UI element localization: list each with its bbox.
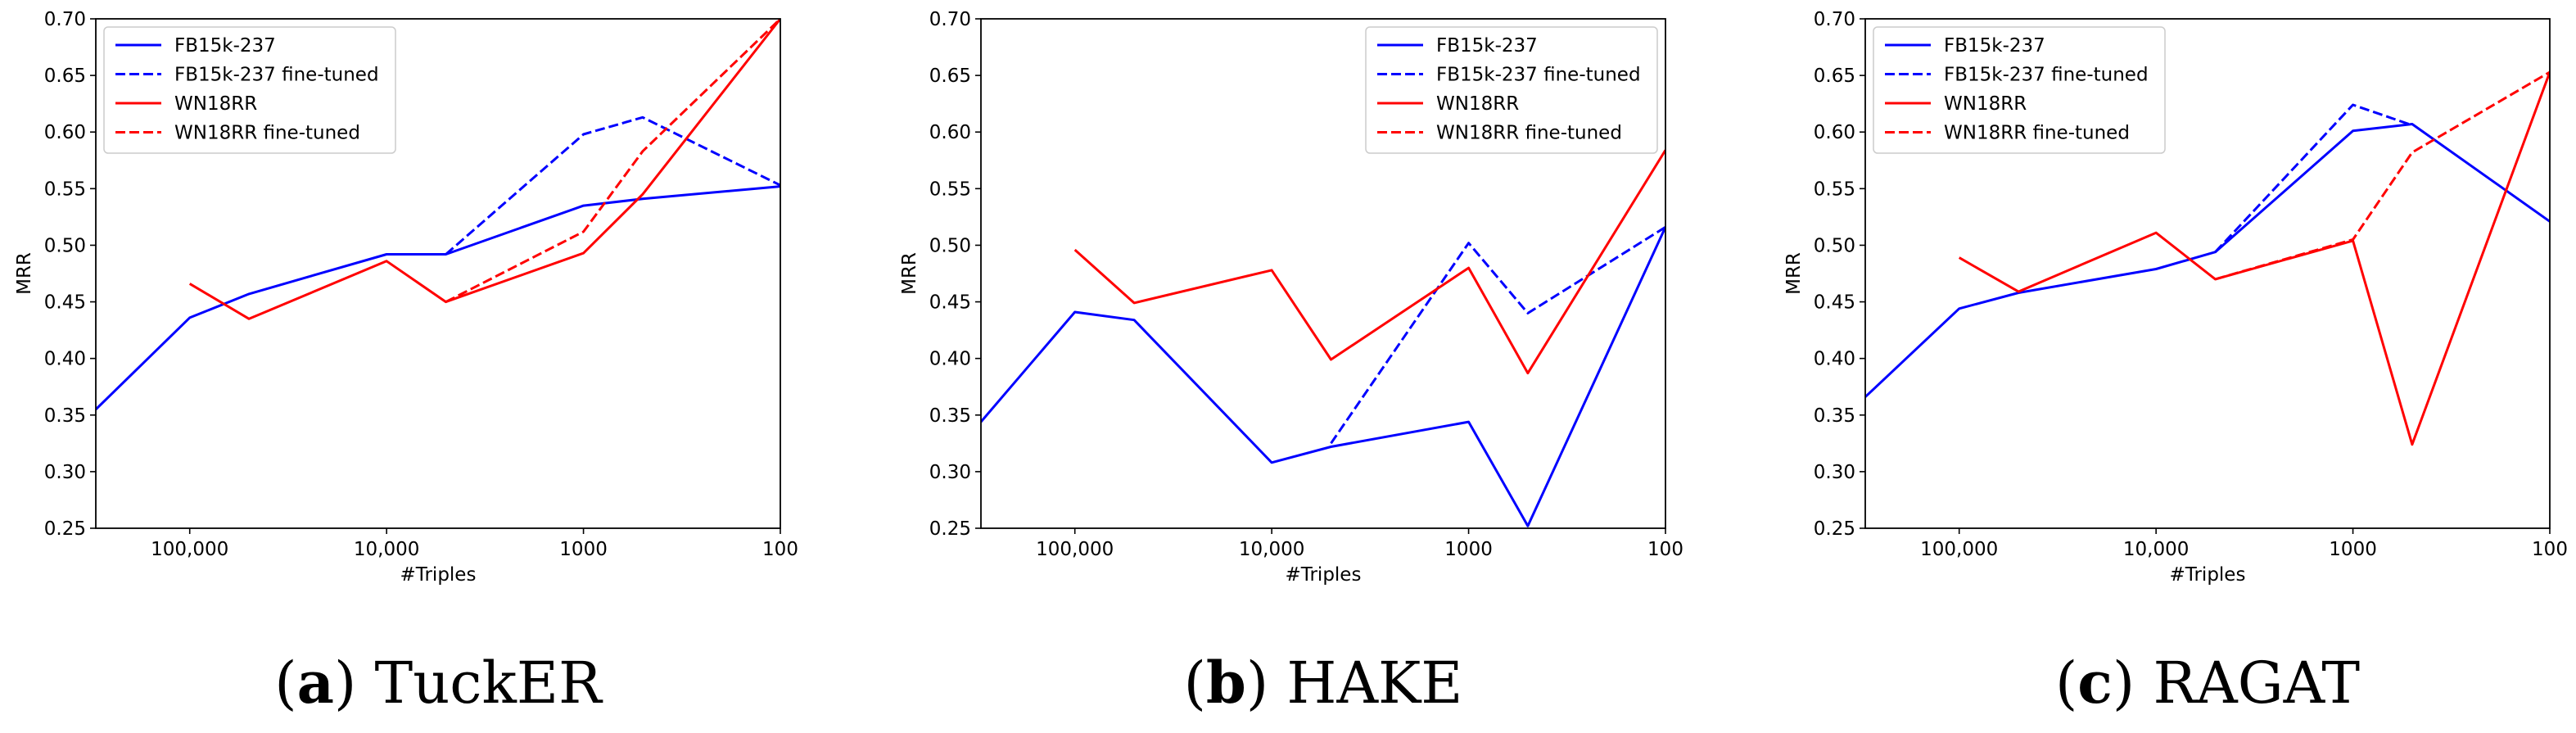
y-tick-label: 0.60 (1814, 122, 1855, 143)
legend-box (1873, 26, 2166, 154)
legend-label: FB15k-237 fine-tuned (1436, 65, 1641, 86)
plot-frame (1864, 18, 2551, 529)
legend: FB15k-237 FB15k-237 fine-tuned WN18RR WN18R… (1365, 26, 1658, 154)
y-tick-label: 0.70 (44, 9, 86, 30)
legend-label: WN18RR (174, 93, 257, 115)
x-tick-label: 1000 (1444, 539, 1493, 560)
y-tick-label: 0.40 (929, 349, 971, 370)
y-tick-label: 0.35 (1814, 405, 1855, 427)
y-tick-label: 0.25 (929, 518, 971, 540)
y-tick-label: 0.40 (1814, 349, 1855, 370)
y-tick-label: 0.45 (44, 292, 86, 314)
y-tick-label: 0.30 (1814, 462, 1855, 483)
x-tick-label: 10,000 (354, 539, 419, 560)
series-line-wn18rr (1073, 149, 1665, 375)
series-group (96, 17, 780, 410)
legend-label: FB15k-237 (1944, 35, 2045, 57)
y-tick-label: 0.70 (929, 9, 971, 30)
y-tick-label: 0.30 (929, 462, 971, 483)
panel-caption: (b) HAKE (1184, 649, 1463, 717)
y-tick-label: 0.30 (44, 462, 86, 483)
legend-label: WN18RR fine-tuned (1944, 123, 2130, 144)
y-tick-label: 0.45 (929, 292, 971, 314)
x-tick-label: 100 (762, 539, 798, 560)
y-tick-label: 0.65 (929, 66, 971, 87)
x-axis-label: #Triples (2170, 564, 2246, 586)
x-tick-label: 1000 (559, 539, 608, 560)
chart-panel-ragat: 0.25 0.30 0.35 0.40 0.45 0.50 0.55 0.60 0.65 0.70… (1783, 9, 2568, 717)
x-tick-label: 10,000 (2123, 539, 2189, 560)
y-axis-label: MRR (14, 252, 35, 295)
series-line-wn18rr-fine-tuned (2215, 70, 2550, 281)
y-tick-label: 0.50 (44, 235, 86, 256)
series-group (1865, 70, 2550, 446)
y-tick-label: 0.50 (929, 235, 971, 256)
x-axis-label: #Triples (1286, 564, 1362, 586)
x-tick-label: 100 (1647, 539, 1683, 560)
legend-label: FB15k-237 fine-tuned (174, 65, 379, 86)
caption-letter: a (297, 649, 334, 717)
panel-caption: (c) RAGAT (2055, 649, 2360, 717)
y-tick-label: 0.35 (44, 405, 86, 427)
plot-frame (980, 18, 1666, 529)
y-tick-label: 0.65 (44, 66, 86, 87)
legend: FB15k-237 FB15k-237 fine-tuned WN18RR WN18R… (1873, 26, 2166, 154)
y-tick-label: 0.60 (44, 122, 86, 143)
series-line-fb15k-237 (96, 185, 780, 410)
x-axis-label: #Triples (400, 564, 477, 586)
y-tick-label: 0.45 (1814, 292, 1855, 314)
y-tick-label: 0.55 (44, 179, 86, 200)
legend-box (103, 26, 396, 154)
chart-panel-hake: 0.25 0.30 0.35 0.40 0.45 0.50 0.55 0.60 0.65 0.70… (899, 9, 1683, 717)
legend-box (1365, 26, 1658, 154)
legend-label: FB15k-237 fine-tuned (1944, 65, 2149, 86)
x-tick-label: 100 (2532, 539, 2568, 560)
y-tick-label: 0.55 (929, 179, 971, 200)
y-axis-label: MRR (1783, 252, 1805, 295)
x-tick-label: 1000 (2329, 539, 2377, 560)
y-tick-label: 0.65 (1814, 66, 1855, 87)
series-line-fb15k-237-fine-tuned (2214, 103, 2413, 253)
series-line-fb15k-237 (1865, 123, 2550, 398)
y-tick-label: 0.60 (929, 122, 971, 143)
x-tick-label: 10,000 (1239, 539, 1304, 560)
y-tick-label: 0.70 (1814, 9, 1855, 30)
series-group (981, 149, 1665, 527)
x-tick-label: 100,000 (1036, 539, 1114, 560)
legend: FB15k-237 FB15k-237 fine-tuned WN18RR WN18R… (103, 26, 396, 154)
legend-label: FB15k-237 (1436, 35, 1538, 57)
y-tick-label: 0.25 (44, 518, 86, 540)
series-line-fb15k-237-fine-tuned (445, 115, 780, 256)
y-tick-label: 0.50 (1814, 235, 1855, 256)
x-tick-label: 100,000 (1920, 539, 1998, 560)
caption-letter: c (2077, 649, 2113, 717)
legend-label: WN18RR (1436, 93, 1519, 115)
legend-label: WN18RR (1944, 93, 2027, 115)
series-line-wn18rr-fine-tuned (445, 17, 780, 303)
y-tick-label: 0.55 (1814, 179, 1855, 200)
legend-label: WN18RR fine-tuned (1436, 123, 1622, 144)
caption-letter: b (1206, 649, 1246, 717)
panel-caption: (a) TuckER (274, 649, 603, 717)
chart-panel-tucker: 0.25 0.30 0.35 0.40 0.45 0.50 0.55 0.60 0.65 0.70… (14, 9, 798, 717)
y-tick-label: 0.25 (1814, 518, 1855, 540)
legend-label: WN18RR fine-tuned (174, 123, 360, 144)
legend-label: FB15k-237 (174, 35, 276, 57)
y-tick-label: 0.35 (929, 405, 971, 427)
plot-frame (95, 18, 781, 529)
x-tick-label: 100,000 (151, 539, 228, 560)
series-line-fb15k-237 (981, 226, 1665, 527)
y-axis-label: MRR (899, 252, 920, 295)
y-tick-label: 0.40 (44, 349, 86, 370)
